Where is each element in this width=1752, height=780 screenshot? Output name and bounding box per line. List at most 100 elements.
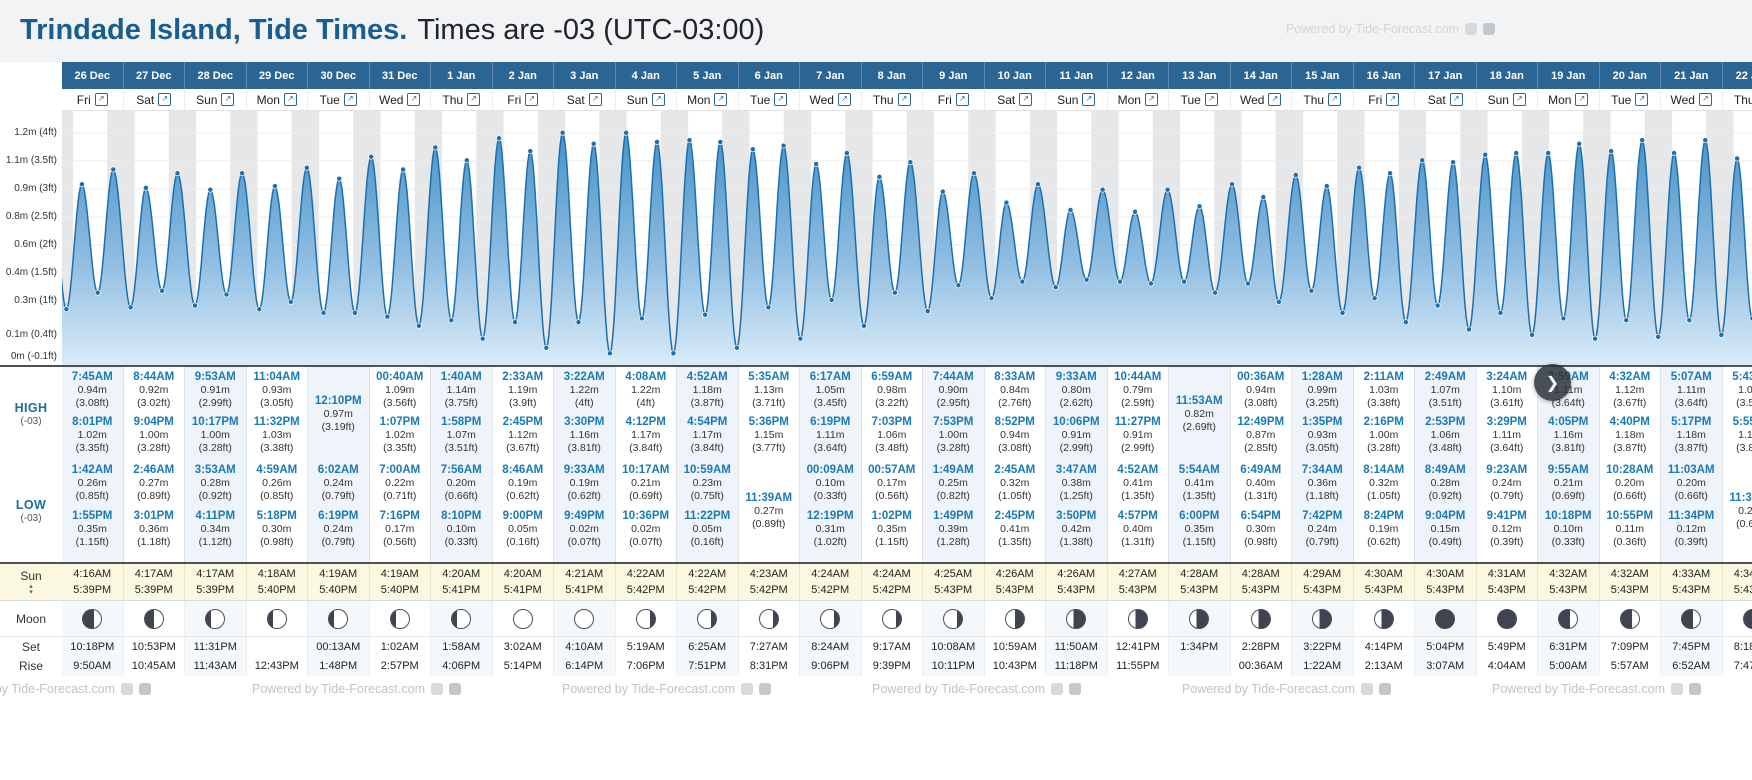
expand-day-icon[interactable]: ↗: [1268, 93, 1282, 106]
expand-day-icon[interactable]: ↗: [1204, 93, 1218, 106]
tide-time-link[interactable]: 1:07PM: [379, 416, 420, 428]
expand-day-icon[interactable]: ↗: [897, 93, 911, 106]
expand-day-icon[interactable]: ↗: [837, 93, 851, 106]
tide-time-link[interactable]: 7:34AM: [1301, 464, 1343, 476]
tide-time-link[interactable]: 11:39AM: [745, 492, 793, 504]
tide-time-link[interactable]: 7:16PM: [379, 510, 420, 522]
tide-time-link[interactable]: 10:17AM: [622, 464, 670, 476]
tide-time-link[interactable]: 6:54PM: [1240, 510, 1281, 522]
tide-time-link[interactable]: 5:43AM: [1732, 371, 1752, 383]
tide-time-link[interactable]: 4:40PM: [1609, 416, 1650, 428]
tide-time-link[interactable]: 7:03PM: [871, 416, 912, 428]
expand-day-icon[interactable]: ↗: [94, 93, 108, 106]
tide-time-link[interactable]: 4:08AM: [625, 371, 667, 383]
expand-day-icon[interactable]: ↗: [588, 93, 602, 106]
tide-time-link[interactable]: 6:02AM: [317, 464, 359, 476]
tide-time-link[interactable]: 10:06PM: [1052, 416, 1100, 428]
expand-day-icon[interactable]: ↗: [1575, 93, 1589, 106]
expand-day-icon[interactable]: ↗: [1635, 93, 1649, 106]
expand-day-icon[interactable]: ↗: [1512, 93, 1526, 106]
expand-day-icon[interactable]: ↗: [651, 93, 665, 106]
tide-time-link[interactable]: 1:55PM: [72, 510, 113, 522]
tide-time-link[interactable]: 7:42PM: [1302, 510, 1343, 522]
tide-time-link[interactable]: 9:49PM: [564, 510, 605, 522]
expand-day-icon[interactable]: ↗: [1328, 93, 1342, 106]
expand-day-icon[interactable]: ↗: [407, 93, 421, 106]
tide-time-link[interactable]: 11:03AM: [1667, 464, 1715, 476]
tide-time-link[interactable]: 8:24PM: [1363, 510, 1404, 522]
expand-day-icon[interactable]: ↗: [1449, 93, 1463, 106]
tide-time-link[interactable]: 9:04PM: [1425, 510, 1466, 522]
tide-time-link[interactable]: 11:27PM: [1114, 416, 1161, 428]
tide-time-link[interactable]: 10:36PM: [622, 510, 670, 522]
tide-time-link[interactable]: 3:47AM: [1055, 464, 1097, 476]
expand-day-icon[interactable]: ↗: [158, 93, 172, 106]
tide-time-link[interactable]: 00:36AM: [1237, 371, 1285, 383]
tide-time-link[interactable]: 2:11AM: [1363, 371, 1404, 383]
tide-time-link[interactable]: 9:55AM: [1547, 464, 1589, 476]
tide-time-link[interactable]: 5:07AM: [1670, 371, 1712, 383]
expand-day-icon[interactable]: ↗: [774, 93, 788, 106]
tide-time-link[interactable]: 7:56AM: [440, 464, 482, 476]
tide-time-link[interactable]: 6:19PM: [318, 510, 359, 522]
tide-time-link[interactable]: 4:52AM: [1117, 464, 1159, 476]
tide-time-link[interactable]: 6:49AM: [1240, 464, 1282, 476]
tide-time-link[interactable]: 2:45PM: [502, 416, 543, 428]
tide-time-link[interactable]: 8:49AM: [1424, 464, 1466, 476]
tide-time-link[interactable]: 1:40AM: [440, 371, 482, 383]
next-days-button[interactable]: ❯: [1534, 364, 1571, 401]
expand-day-icon[interactable]: ↗: [1698, 93, 1712, 106]
tide-time-link[interactable]: 1:42AM: [71, 464, 113, 476]
tide-time-link[interactable]: 9:04PM: [133, 416, 174, 428]
expand-day-icon[interactable]: ↗: [343, 93, 357, 106]
expand-day-icon[interactable]: ↗: [467, 93, 481, 106]
tide-time-link[interactable]: 10:17PM: [191, 416, 239, 428]
tide-time-link[interactable]: 6:19PM: [810, 416, 851, 428]
expand-day-icon[interactable]: ↗: [1019, 93, 1033, 106]
tide-time-link[interactable]: 2:53PM: [1425, 416, 1466, 428]
tide-time-link[interactable]: 4:57PM: [1117, 510, 1158, 522]
tide-time-link[interactable]: 11:34PM: [1668, 510, 1715, 522]
tide-time-link[interactable]: 4:11PM: [195, 510, 236, 522]
tide-time-link[interactable]: 3:53AM: [194, 464, 236, 476]
tide-time-link[interactable]: 12:10PM: [314, 394, 362, 407]
tide-time-link[interactable]: 1:28AM: [1301, 371, 1343, 383]
tide-time-link[interactable]: 8:44AM: [133, 371, 175, 383]
tide-time-link[interactable]: 11:53AM: [1175, 394, 1223, 407]
tide-time-link[interactable]: 2:45AM: [994, 464, 1036, 476]
expand-day-icon[interactable]: ↗: [525, 93, 539, 106]
tide-time-link[interactable]: 00:57AM: [868, 464, 916, 476]
tide-time-link[interactable]: 7:44AM: [932, 371, 974, 383]
tide-time-link[interactable]: 10:44AM: [1114, 371, 1162, 383]
tide-time-link[interactable]: 4:59AM: [256, 464, 298, 476]
expand-day-icon[interactable]: ↗: [1386, 93, 1400, 106]
tide-time-link[interactable]: 11:32PM: [253, 416, 300, 428]
tide-time-link[interactable]: 9:33AM: [563, 464, 605, 476]
tide-time-link[interactable]: 5:18PM: [256, 510, 297, 522]
tide-time-link[interactable]: 5:36PM: [748, 416, 789, 428]
tide-time-link[interactable]: 7:53PM: [933, 416, 974, 428]
tide-time-link[interactable]: 2:46AM: [133, 464, 175, 476]
tide-time-link[interactable]: 8:33AM: [994, 371, 1036, 383]
tide-time-link[interactable]: 8:46AM: [502, 464, 544, 476]
tide-time-link[interactable]: 4:32AM: [1609, 371, 1651, 383]
tide-time-link[interactable]: 4:52AM: [686, 371, 728, 383]
tide-time-link[interactable]: 5:35AM: [748, 371, 790, 383]
tide-time-link[interactable]: 1:49AM: [932, 464, 974, 476]
tide-time-link[interactable]: 5:17PM: [1671, 416, 1712, 428]
expand-day-icon[interactable]: ↗: [283, 93, 297, 106]
tide-time-link[interactable]: 3:30PM: [564, 416, 605, 428]
tide-time-link[interactable]: 10:18PM: [1544, 510, 1592, 522]
tide-time-link[interactable]: 1:35PM: [1302, 416, 1343, 428]
tide-time-link[interactable]: 7:00AM: [379, 464, 421, 476]
tide-time-link[interactable]: 12:49PM: [1237, 416, 1285, 428]
tide-time-link[interactable]: 10:28AM: [1606, 464, 1654, 476]
tide-time-link[interactable]: 11:04AM: [253, 371, 301, 383]
tide-time-link[interactable]: 9:33AM: [1055, 371, 1097, 383]
tide-time-link[interactable]: 4:12PM: [625, 416, 666, 428]
tide-time-link[interactable]: 6:59AM: [871, 371, 913, 383]
expand-day-icon[interactable]: ↗: [221, 93, 235, 106]
tide-time-link[interactable]: 2:33AM: [502, 371, 544, 383]
tide-time-link[interactable]: 6:17AM: [809, 371, 851, 383]
tide-time-link[interactable]: 1:58PM: [441, 416, 482, 428]
